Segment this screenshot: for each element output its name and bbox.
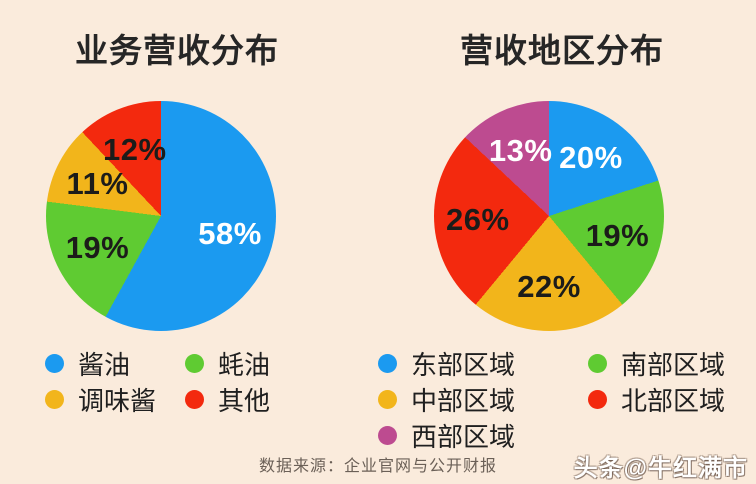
legend-label: 调味酱 [78, 386, 157, 416]
regional-revenue-pie-chart: 20% 19% 22% 26% 13% [434, 101, 664, 331]
legend-item: 西部区域 [378, 422, 588, 452]
legend-color-dot-icon [45, 354, 64, 373]
legend-item: 其他 [185, 386, 270, 416]
pie-slice-percentage-label: 11% [66, 165, 129, 201]
legend-label: 南部区域 [621, 350, 726, 380]
legend-label: 东部区域 [411, 350, 516, 380]
legend-color-dot-icon [185, 390, 204, 409]
legend-item: 北部区域 [588, 386, 725, 416]
legend-label: 西部区域 [411, 422, 516, 452]
legend-item: 调味酱 [45, 386, 185, 416]
data-source-note: 数据来源：企业官网与公开财报 [258, 458, 497, 475]
pie-slice-percentage-label: 19% [65, 230, 130, 266]
business-revenue-pie-chart: 58% 19% 11% 12% [46, 101, 276, 331]
legend-color-dot-icon [378, 426, 397, 445]
legend-label: 中部区域 [411, 386, 516, 416]
legend-label: 酱油 [78, 350, 131, 380]
pie-slice-percentage-label: 19% [585, 217, 650, 253]
left-chart-title: 业务营收分布 [75, 32, 279, 69]
pie-slice-percentage-label: 58% [198, 215, 262, 251]
legend-item: 酱油 [45, 350, 185, 380]
pie-slice-percentage-label: 13% [488, 132, 553, 168]
legend-color-dot-icon [45, 390, 64, 409]
legend-color-dot-icon [378, 390, 397, 409]
right-chart-title: 营收地区分布 [460, 32, 664, 69]
legend-item: 蚝油 [185, 350, 270, 380]
legend-label: 其他 [218, 386, 271, 416]
legend-color-dot-icon [588, 354, 607, 373]
pie-slice-percentage-label: 20% [559, 140, 623, 176]
legend-color-dot-icon [588, 390, 607, 409]
regional-revenue-legend: 东部区域 南部区域中部区域 北部区域西部区域 [378, 350, 725, 452]
legend-label: 蚝油 [218, 350, 271, 380]
legend-item: 东部区域 [378, 350, 588, 380]
watermark: 头条@牛红满市 [573, 455, 748, 482]
pie-slice-percentage-label: 12% [102, 131, 167, 167]
pie-slice-percentage-label: 22% [517, 269, 581, 305]
legend-item: 中部区域 [378, 386, 588, 416]
legend-label: 北部区域 [621, 386, 726, 416]
business-revenue-legend: 酱油 蚝油调味酱 其他 [45, 350, 270, 416]
pie-slice-percentage-label: 26% [446, 202, 510, 238]
legend-color-dot-icon [378, 354, 397, 373]
legend-color-dot-icon [185, 354, 204, 373]
legend-item: 南部区域 [588, 350, 725, 380]
